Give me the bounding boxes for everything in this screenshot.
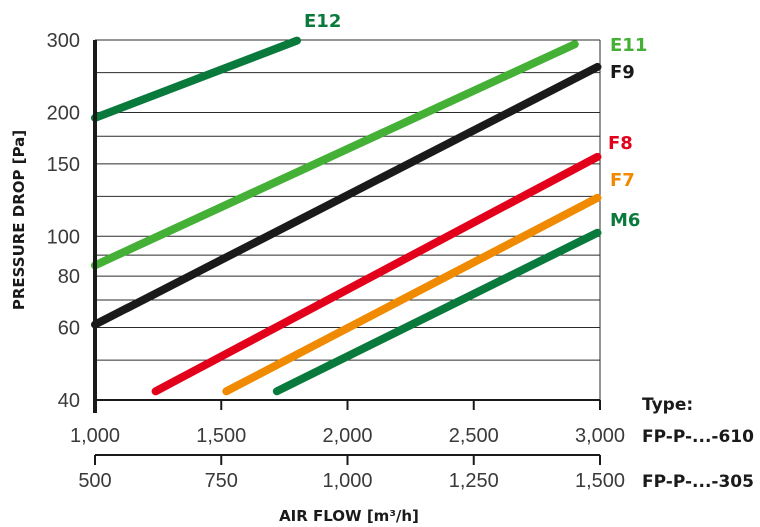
x-axis-title: AIR FLOW [m³/h] xyxy=(279,507,419,525)
x-tick-label: 1,000 xyxy=(70,425,120,447)
type-label: FP-P-...-610 xyxy=(642,427,754,447)
x-tick-label: 1,500 xyxy=(575,470,625,492)
x-tick-label: 750 xyxy=(205,470,238,492)
series-label-f7: F7 xyxy=(610,170,635,191)
y-tick-label: 40 xyxy=(58,390,80,412)
y-tick-label: 150 xyxy=(47,154,80,176)
series-label-f8: F8 xyxy=(608,133,633,154)
y-tick-label: 200 xyxy=(47,102,80,124)
series-line-f9 xyxy=(91,62,602,329)
series-line-e12 xyxy=(91,36,301,122)
y-axis-title: PRESSURE DROP [Pa] xyxy=(10,130,28,310)
x-tick-label: 1,500 xyxy=(196,425,246,447)
series-lines xyxy=(91,36,602,396)
y-tick-label: 300 xyxy=(47,30,80,52)
x-tick-label: 1,000 xyxy=(322,470,372,492)
series-label-e12: E12 xyxy=(304,11,341,32)
series-line-f7 xyxy=(222,193,602,396)
y-tick-label: 100 xyxy=(47,226,80,248)
x-tick-label: 3,000 xyxy=(575,425,625,447)
type-label: FP-P-...-305 xyxy=(642,472,754,492)
x-tick-label: 500 xyxy=(78,470,111,492)
series-line-m6 xyxy=(272,228,602,396)
type-heading: Type: xyxy=(642,395,693,415)
series-label-m6: M6 xyxy=(610,210,640,231)
series-label-e11: E11 xyxy=(610,35,647,56)
series-label-f9: F9 xyxy=(610,62,635,83)
x-tick-label: 2,500 xyxy=(449,425,499,447)
grid-lines xyxy=(95,39,601,401)
x-tick-label: 2,000 xyxy=(322,425,372,447)
labels: 40 60 80 100 150 200 300 E12 E11 F9 F8 F7 M6 1,000 1,5… xyxy=(47,11,755,492)
x-tick-label: 1,250 xyxy=(449,470,499,492)
y-tick-label: 80 xyxy=(58,266,80,288)
y-tick-label: 60 xyxy=(58,318,80,340)
series-line-f8 xyxy=(151,152,602,396)
axes xyxy=(93,40,601,465)
series-line-e11 xyxy=(91,40,579,270)
